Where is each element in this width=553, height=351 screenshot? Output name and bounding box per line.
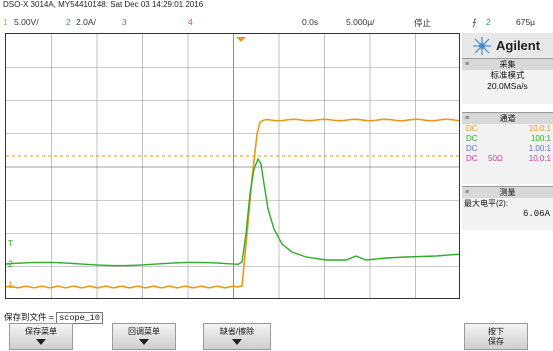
channel-row-3: DC 1.00:1 (466, 144, 551, 153)
acquire-title: 采集 (499, 60, 516, 69)
brand-name: Agilent (496, 38, 541, 53)
default-erase-label: 缺省/擦除 (219, 327, 255, 336)
save-to-file-line: 保存到文件 = scope_10 (4, 311, 104, 324)
ch2-scale[interactable]: 2.0A/ (76, 17, 96, 27)
agilent-spark-icon (473, 37, 491, 55)
arrow-down-icon (36, 339, 46, 345)
channel-row-1: DC 10.0:1 (466, 124, 551, 133)
recall-menu-label: 回调菜单 (128, 327, 160, 336)
time-scale[interactable]: 5.000µ/ (346, 17, 375, 27)
trigger-level[interactable]: 675µ (516, 17, 536, 27)
waveform-display[interactable]: 1 2 T (5, 33, 460, 299)
ch1-number[interactable]: 1 (3, 17, 8, 27)
waveform-canvas: 1 2 T (6, 34, 459, 298)
arrow-down-icon (232, 339, 242, 345)
graticule-grid (6, 34, 459, 298)
measure-panel: ≡ 测量 最大电平(2): 6.06A (462, 186, 553, 230)
press-label: 按下 (488, 327, 504, 336)
save-label-button: 保存 (488, 337, 504, 346)
recall-menu-button[interactable]: 回调菜单 (112, 323, 176, 350)
channels-panel: ≡ 通道 DC 10.0:1 DC 100:1 DC 1.00:1 DC 50Ω … (462, 112, 553, 184)
brand-logo: Agilent (462, 33, 553, 58)
default-erase-button[interactable]: 缺省/擦除 (203, 323, 271, 350)
ch2-offset-marker: T (8, 239, 13, 248)
trigger-source[interactable]: 2 (486, 17, 491, 27)
device-info-header: DSO-X 3014A, MY54410148: Sat Dec 03 14:2… (3, 0, 204, 9)
channel-row-4: DC 50Ω 10.0:1 (466, 154, 551, 163)
ch2-waveform (6, 157, 459, 267)
acquire-panel: ≡ 采集 标准模式 20.0MSa/s (462, 58, 553, 104)
channels-title: 通道 (499, 114, 516, 123)
trigger-position-marker (236, 37, 246, 42)
filename-field[interactable]: scope_10 (56, 312, 104, 324)
ch4-number[interactable]: 4 (188, 17, 193, 27)
ch1-scale[interactable]: 5.00V/ (14, 17, 39, 27)
sample-rate: 20.0MSa/s (487, 81, 528, 91)
channel-row-2: DC 100:1 (466, 134, 551, 143)
arrow-down-icon (139, 339, 149, 345)
save-label: 保存到文件 = (4, 312, 54, 322)
time-offset[interactable]: 0.0s (302, 17, 319, 27)
acquire-mode: 标准模式 (490, 70, 525, 80)
ch2-number[interactable]: 2 (66, 17, 71, 27)
measure-title: 测量 (499, 188, 516, 197)
ch1-ground-marker: 1 (8, 280, 13, 290)
ch1-waveform (6, 118, 459, 289)
run-state[interactable]: 停止 (414, 18, 432, 28)
ch2-ground-marker: 2 (8, 259, 13, 269)
ch3-number[interactable]: 3 (122, 17, 127, 27)
measure-value: 6.06A (522, 209, 550, 219)
save-menu-label: 保存菜单 (25, 327, 57, 336)
measure-label: 最大电平(2): (464, 199, 508, 208)
save-menu-button[interactable]: 保存菜单 (9, 323, 73, 350)
channel-status-bar: 1 5.00V/ 2 2.0A/ 3 4 0.0s 5.000µ/ 停止 ⨍ 2… (0, 17, 535, 30)
trigger-edge-icon: ⨍ (472, 17, 477, 27)
press-to-save-button[interactable]: 按下 保存 (464, 323, 528, 350)
